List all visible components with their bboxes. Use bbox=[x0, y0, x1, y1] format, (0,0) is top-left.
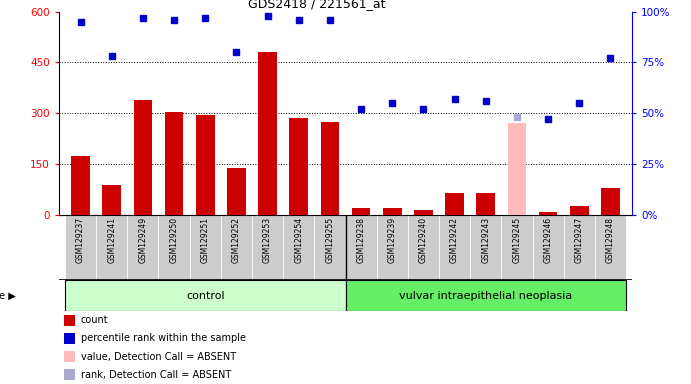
Bar bbox=[539, 212, 558, 215]
Text: GSM129239: GSM129239 bbox=[388, 217, 397, 263]
Bar bbox=[533, 215, 564, 280]
Text: GSM129249: GSM129249 bbox=[138, 217, 147, 263]
Bar bbox=[595, 215, 626, 280]
Bar bbox=[377, 215, 408, 280]
Bar bbox=[508, 212, 527, 215]
Text: GSM129246: GSM129246 bbox=[544, 217, 553, 263]
Bar bbox=[414, 210, 433, 215]
Text: GSM129237: GSM129237 bbox=[76, 217, 85, 263]
Bar bbox=[352, 208, 370, 215]
Bar bbox=[64, 315, 75, 326]
Text: GSM129252: GSM129252 bbox=[232, 217, 241, 263]
Bar bbox=[258, 52, 277, 215]
Bar bbox=[346, 280, 626, 311]
Bar bbox=[158, 215, 189, 280]
Bar bbox=[383, 208, 401, 215]
Bar bbox=[252, 215, 283, 280]
Text: GSM129241: GSM129241 bbox=[107, 217, 116, 263]
Bar bbox=[564, 215, 595, 280]
Bar bbox=[283, 215, 314, 280]
Bar bbox=[64, 333, 75, 344]
Text: GSM129250: GSM129250 bbox=[169, 217, 178, 263]
Bar bbox=[601, 188, 620, 215]
Text: GSM129243: GSM129243 bbox=[481, 217, 491, 263]
Text: rank, Detection Call = ABSENT: rank, Detection Call = ABSENT bbox=[81, 370, 231, 380]
Bar bbox=[470, 215, 502, 280]
Bar bbox=[133, 100, 152, 215]
Bar bbox=[96, 215, 127, 280]
Bar bbox=[290, 118, 308, 215]
Text: value, Detection Call = ABSENT: value, Detection Call = ABSENT bbox=[81, 352, 236, 362]
Text: GSM129253: GSM129253 bbox=[263, 217, 272, 263]
Bar bbox=[321, 122, 339, 215]
Bar bbox=[65, 215, 96, 280]
Bar bbox=[502, 215, 533, 280]
Bar bbox=[64, 369, 75, 380]
Text: GSM129240: GSM129240 bbox=[419, 217, 428, 263]
Text: GSM129248: GSM129248 bbox=[606, 217, 615, 263]
Text: disease state ▶: disease state ▶ bbox=[0, 291, 16, 301]
Bar bbox=[346, 215, 377, 280]
Text: count: count bbox=[81, 315, 108, 325]
Bar bbox=[71, 156, 90, 215]
Bar bbox=[64, 351, 75, 362]
Bar bbox=[439, 215, 470, 280]
Bar bbox=[227, 167, 246, 215]
Text: percentile rank within the sample: percentile rank within the sample bbox=[81, 333, 245, 343]
Text: GSM129255: GSM129255 bbox=[325, 217, 334, 263]
Text: GSM129238: GSM129238 bbox=[357, 217, 366, 263]
Bar bbox=[221, 215, 252, 280]
Bar bbox=[65, 280, 346, 311]
Bar bbox=[314, 215, 346, 280]
Bar bbox=[196, 115, 215, 215]
Text: GSM129245: GSM129245 bbox=[513, 217, 522, 263]
Bar bbox=[508, 123, 527, 215]
Bar bbox=[102, 185, 121, 215]
Text: GSM129242: GSM129242 bbox=[450, 217, 459, 263]
Title: GDS2418 / 221561_at: GDS2418 / 221561_at bbox=[248, 0, 386, 10]
Text: vulvar intraepithelial neoplasia: vulvar intraepithelial neoplasia bbox=[399, 291, 572, 301]
Text: GSM129251: GSM129251 bbox=[200, 217, 210, 263]
Bar bbox=[189, 215, 221, 280]
Bar bbox=[127, 215, 158, 280]
Bar bbox=[476, 193, 495, 215]
Bar bbox=[408, 215, 439, 280]
Bar bbox=[445, 193, 464, 215]
Text: GSM129247: GSM129247 bbox=[575, 217, 584, 263]
Text: control: control bbox=[186, 291, 225, 301]
Bar bbox=[164, 112, 183, 215]
Bar bbox=[570, 205, 589, 215]
Text: GSM129254: GSM129254 bbox=[294, 217, 303, 263]
